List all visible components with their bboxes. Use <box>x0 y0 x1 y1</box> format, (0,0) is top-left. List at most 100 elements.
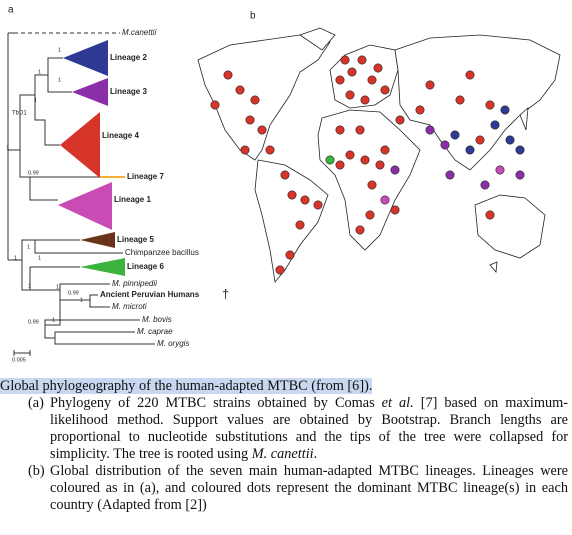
country-dot <box>415 105 425 115</box>
tbd1-label: TbD1 <box>12 111 27 117</box>
scale-label: 0.005 <box>12 357 26 363</box>
country-dot <box>495 165 505 175</box>
country-dot <box>257 125 267 135</box>
country-dot <box>360 95 370 105</box>
country-dot <box>235 85 245 95</box>
clade-triangle <box>60 112 100 178</box>
support-value: 0.99 <box>28 170 39 176</box>
support-value: 1 <box>14 255 17 261</box>
taxon-label: M. orygis <box>157 339 189 348</box>
item-label: (a) <box>28 395 44 411</box>
support-value: 1 <box>27 244 30 250</box>
lineage-label: Lineage 3 <box>110 87 147 96</box>
support-value: 1 <box>80 297 83 303</box>
country-dot <box>300 195 310 205</box>
lineage-label: Lineage 4 <box>102 131 139 140</box>
taxon-label: M. bovis <box>142 315 172 324</box>
country-dot <box>380 145 390 155</box>
lineage-label: Lineage 5 <box>117 235 154 244</box>
country-dot <box>313 200 323 210</box>
country-dot <box>335 160 345 170</box>
taxon-label: Ancient Peruvian Humans <box>100 290 200 299</box>
country-dot <box>445 170 455 180</box>
caption-title: Global phylogeography of the human-adapt… <box>0 378 568 395</box>
clade-triangle <box>80 232 115 248</box>
dagger: † <box>222 286 229 301</box>
support-value: 1 <box>56 284 59 290</box>
country-dot <box>280 170 290 180</box>
clade-triangle <box>58 182 112 230</box>
country-dot <box>360 155 370 165</box>
country-dot <box>367 180 377 190</box>
country-dot <box>440 140 450 150</box>
caption-item: (b) Global distribution of the seven main… <box>28 463 568 514</box>
country-dot <box>475 135 485 145</box>
tree-branches <box>7 32 155 356</box>
country-dot <box>365 210 375 220</box>
clade-triangle <box>63 40 108 76</box>
support-value: 1 <box>58 77 61 83</box>
country-dot <box>505 135 515 145</box>
country-dot <box>345 90 355 100</box>
country-dot <box>373 63 383 73</box>
taxon-label: M. pinnipedii <box>112 279 157 288</box>
country-dot <box>500 105 510 115</box>
country-dot <box>515 145 525 155</box>
support-value: 0.99 <box>28 319 39 325</box>
country-dot <box>490 120 500 130</box>
clade-triangle <box>72 78 108 106</box>
country-dot <box>465 70 475 80</box>
country-dot <box>245 115 255 125</box>
country-dot <box>340 55 350 65</box>
country-dot <box>335 75 345 85</box>
lineage-label: Lineage 7 <box>127 172 164 181</box>
support-value: 1 <box>34 97 37 103</box>
country-dot <box>210 100 220 110</box>
country-dot <box>275 265 285 275</box>
country-dot <box>347 67 357 77</box>
item-text: Global distribution of the seven main hu… <box>50 463 568 513</box>
lineage-label: Lineage 6 <box>127 262 164 271</box>
taxon-label: M. microti <box>112 302 147 311</box>
country-dot <box>450 130 460 140</box>
country-dot <box>357 55 367 65</box>
support-value: 1 <box>38 255 41 261</box>
support-value: 1 <box>38 69 41 75</box>
item-label: (b) <box>28 463 45 479</box>
taxon-label: Chimpanzee bacillus <box>125 248 199 257</box>
figure: a b M.canettii Lineage 2 Lineage 3 Lineage … <box>6 5 561 363</box>
support-value: 1 <box>6 145 9 151</box>
country-dot <box>465 145 475 155</box>
country-dot <box>455 95 465 105</box>
country-dot <box>425 80 435 90</box>
support-value: 1 <box>28 283 31 289</box>
item-text: [7] based on maximum-likelihood method. … <box>50 395 568 462</box>
country-dot <box>390 205 400 215</box>
country-dot <box>335 125 345 135</box>
country-dot <box>240 145 250 155</box>
country-dot <box>395 115 405 125</box>
country-dot <box>223 70 233 80</box>
country-dot <box>355 125 365 135</box>
country-dot <box>345 150 355 160</box>
panel-label: b <box>250 11 256 22</box>
country-dot <box>295 220 305 230</box>
country-dot <box>485 210 495 220</box>
item-text: et al. <box>381 395 414 411</box>
taxon-label: M.canettii <box>122 28 156 37</box>
country-dot <box>515 170 525 180</box>
country-dot <box>380 85 390 95</box>
country-dot <box>367 75 377 85</box>
country-dot <box>355 225 365 235</box>
lineage-label: Lineage 2 <box>110 53 147 62</box>
lineage-label: Lineage 1 <box>114 195 151 204</box>
clade-triangle <box>80 258 125 276</box>
country-dot <box>480 180 490 190</box>
country-dot <box>380 195 390 205</box>
country-dot <box>485 100 495 110</box>
caption: Global phylogeography of the human-adapt… <box>0 378 568 514</box>
country-dot <box>287 190 297 200</box>
country-dot <box>265 145 275 155</box>
caption-ref: [6] <box>347 378 365 394</box>
